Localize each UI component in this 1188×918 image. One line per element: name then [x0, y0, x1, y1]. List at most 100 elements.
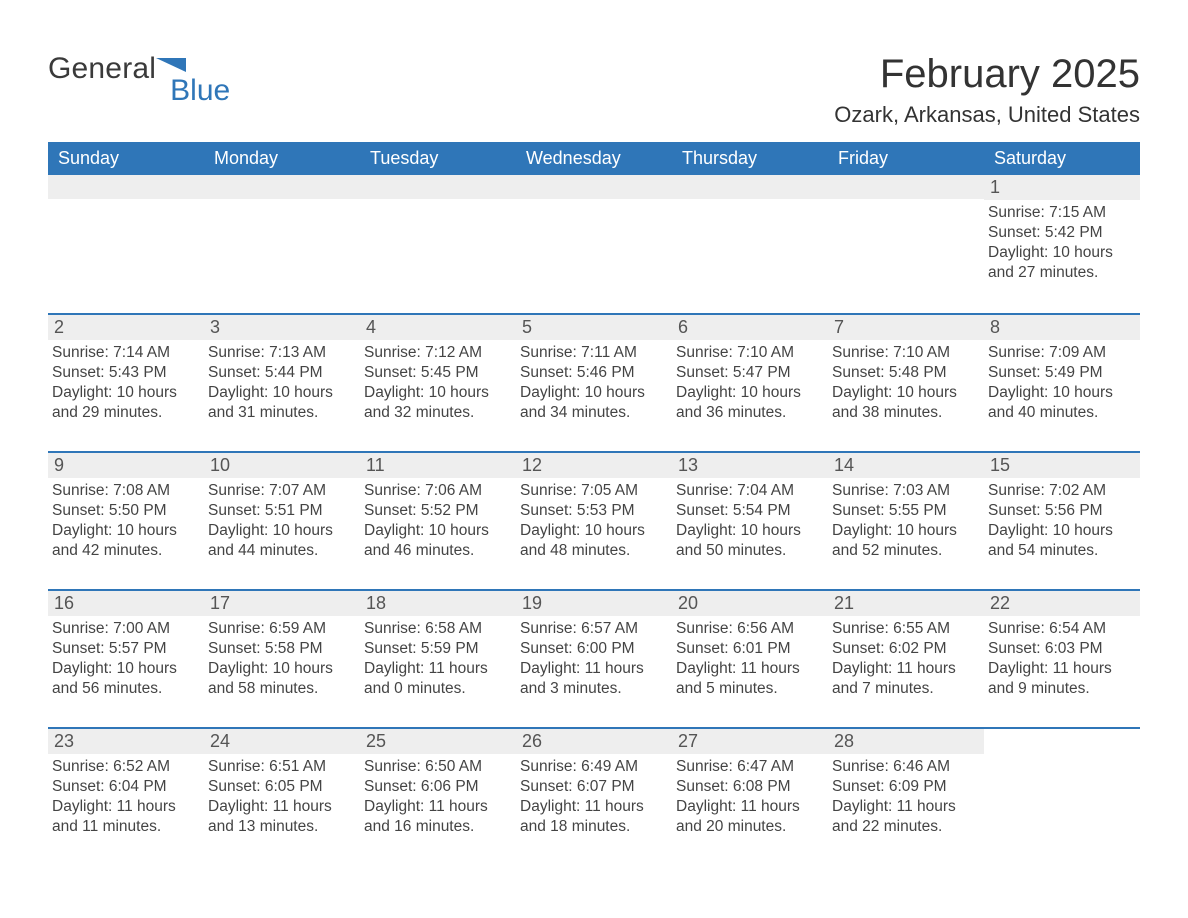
logo-word1: General: [48, 52, 156, 86]
daylight-line2: and 42 minutes.: [52, 541, 198, 561]
day-body: Sunrise: 7:10 AMSunset: 5:48 PMDaylight:…: [832, 343, 978, 422]
daylight-line1: Daylight: 10 hours: [832, 383, 978, 403]
day-cell-empty: [828, 175, 984, 303]
day-cell: 26Sunrise: 6:49 AMSunset: 6:07 PMDayligh…: [516, 729, 672, 855]
daylight-line1: Daylight: 11 hours: [208, 797, 354, 817]
sunrise-text: Sunrise: 7:04 AM: [676, 481, 822, 501]
sunrise-text: Sunrise: 6:51 AM: [208, 757, 354, 777]
day-cell-empty: [204, 175, 360, 303]
day-body: Sunrise: 6:52 AMSunset: 6:04 PMDaylight:…: [52, 757, 198, 836]
daylight-line2: and 9 minutes.: [988, 679, 1134, 699]
day-cell: 21 Sunrise: 6:55 AMSunset: 6:02 PMDayligh…: [828, 591, 984, 717]
daylight-line2: and 18 minutes.: [520, 817, 666, 837]
day-number: 15: [984, 453, 1140, 478]
daylight-line2: and 16 minutes.: [364, 817, 510, 837]
daylight-line1: Daylight: 10 hours: [988, 383, 1134, 403]
day-body: Sunrise: 7:11 AMSunset: 5:46 PMDaylight:…: [520, 343, 666, 422]
day-number: 14: [828, 453, 984, 478]
title-block: February 2025 Ozark, Arkansas, United St…: [834, 52, 1140, 128]
dow-friday: Friday: [828, 142, 984, 175]
sunrise-text: Sunrise: 7:02 AM: [988, 481, 1134, 501]
day-number: 7: [828, 315, 984, 340]
day-body: Sunrise: 7:10 AMSunset: 5:47 PMDaylight:…: [676, 343, 822, 422]
sunrise-text: Sunrise: 6:55 AM: [832, 619, 978, 639]
day-cell: 12Sunrise: 7:05 AMSunset: 5:53 PMDayligh…: [516, 453, 672, 579]
day-number: 27: [672, 729, 828, 754]
day-body: Sunrise: 7:13 AMSunset: 5:44 PMDaylight:…: [208, 343, 354, 422]
sunset-text: Sunset: 5:52 PM: [364, 501, 510, 521]
day-body: Sunrise: 7:09 AMSunset: 5:49 PMDaylight:…: [988, 343, 1134, 422]
day-cell: 6 Sunrise: 7:10 AMSunset: 5:47 PMDaylight…: [672, 315, 828, 441]
day-cell: 2Sunrise: 7:14 AMSunset: 5:43 PMDaylight…: [48, 315, 204, 441]
sunset-text: Sunset: 5:49 PM: [988, 363, 1134, 383]
sunset-text: Sunset: 5:55 PM: [832, 501, 978, 521]
day-body: Sunrise: 6:46 AMSunset: 6:09 PMDaylight:…: [832, 757, 978, 836]
daylight-line1: Daylight: 11 hours: [988, 659, 1134, 679]
logo-word2: Blue: [170, 74, 230, 108]
day-cell: 13Sunrise: 7:04 AMSunset: 5:54 PMDayligh…: [672, 453, 828, 579]
day-number: [672, 175, 828, 199]
sunrise-text: Sunrise: 6:50 AM: [364, 757, 510, 777]
sunset-text: Sunset: 6:08 PM: [676, 777, 822, 797]
day-cell-empty: [48, 175, 204, 303]
day-number: 6: [672, 315, 828, 340]
sunrise-text: Sunrise: 6:54 AM: [988, 619, 1134, 639]
dow-wednesday: Wednesday: [516, 142, 672, 175]
day-body: Sunrise: 6:56 AMSunset: 6:01 PMDaylight:…: [676, 619, 822, 698]
daylight-line1: Daylight: 10 hours: [208, 383, 354, 403]
day-cell: 11Sunrise: 7:06 AMSunset: 5:52 PMDayligh…: [360, 453, 516, 579]
daylight-line2: and 58 minutes.: [208, 679, 354, 699]
week-row: 9Sunrise: 7:08 AMSunset: 5:50 PMDaylight…: [48, 451, 1140, 579]
sunset-text: Sunset: 5:50 PM: [52, 501, 198, 521]
day-body: Sunrise: 6:59 AMSunset: 5:58 PMDaylight:…: [208, 619, 354, 698]
day-number: 13: [672, 453, 828, 478]
daylight-line1: Daylight: 10 hours: [52, 659, 198, 679]
day-cell: 8Sunrise: 7:09 AMSunset: 5:49 PMDaylight…: [984, 315, 1140, 441]
daylight-line2: and 27 minutes.: [988, 263, 1134, 283]
day-cell: 14 Sunrise: 7:03 AMSunset: 5:55 PMDayligh…: [828, 453, 984, 579]
daylight-line1: Daylight: 11 hours: [520, 797, 666, 817]
sunrise-text: Sunrise: 6:46 AM: [832, 757, 978, 777]
sunset-text: Sunset: 5:48 PM: [832, 363, 978, 383]
day-body: Sunrise: 7:03 AMSunset: 5:55 PMDaylight:…: [832, 481, 978, 560]
day-body: Sunrise: 7:08 AMSunset: 5:50 PMDaylight:…: [52, 481, 198, 560]
daylight-line2: and 5 minutes.: [676, 679, 822, 699]
daylight-line1: Daylight: 10 hours: [988, 243, 1134, 263]
sunrise-text: Sunrise: 6:56 AM: [676, 619, 822, 639]
daylight-line2: and 44 minutes.: [208, 541, 354, 561]
daylight-line2: and 52 minutes.: [832, 541, 978, 561]
day-number: 24: [204, 729, 360, 754]
day-number: 20: [672, 591, 828, 616]
daylight-line2: and 54 minutes.: [988, 541, 1134, 561]
day-number: 17: [204, 591, 360, 616]
daylight-line1: Daylight: 10 hours: [520, 521, 666, 541]
day-number: 21: [828, 591, 984, 616]
daylight-line2: and 32 minutes.: [364, 403, 510, 423]
day-cell: 7 Sunrise: 7:10 AMSunset: 5:48 PMDaylight…: [828, 315, 984, 441]
day-number: 5: [516, 315, 672, 340]
day-body: Sunrise: 6:55 AMSunset: 6:02 PMDaylight:…: [832, 619, 978, 698]
day-cell: 16Sunrise: 7:00 AMSunset: 5:57 PMDayligh…: [48, 591, 204, 717]
daylight-line1: Daylight: 11 hours: [520, 659, 666, 679]
day-cell-empty: [672, 175, 828, 303]
sunrise-text: Sunrise: 7:10 AM: [832, 343, 978, 363]
day-number: 12: [516, 453, 672, 478]
day-number: [984, 729, 1140, 753]
daylight-line2: and 50 minutes.: [676, 541, 822, 561]
dow-saturday: Saturday: [984, 142, 1140, 175]
day-body: Sunrise: 7:00 AMSunset: 5:57 PMDaylight:…: [52, 619, 198, 698]
day-cell: 9Sunrise: 7:08 AMSunset: 5:50 PMDaylight…: [48, 453, 204, 579]
sunrise-text: Sunrise: 6:52 AM: [52, 757, 198, 777]
day-cell: 18Sunrise: 6:58 AMSunset: 5:59 PMDayligh…: [360, 591, 516, 717]
day-body: Sunrise: 7:02 AMSunset: 5:56 PMDaylight:…: [988, 481, 1134, 560]
location-title: Ozark, Arkansas, United States: [834, 102, 1140, 128]
day-cell: 15 Sunrise: 7:02 AMSunset: 5:56 PMDayligh…: [984, 453, 1140, 579]
daylight-line2: and 38 minutes.: [832, 403, 978, 423]
sunset-text: Sunset: 5:42 PM: [988, 223, 1134, 243]
day-number: [828, 175, 984, 199]
daylight-line1: Daylight: 10 hours: [364, 521, 510, 541]
daylight-line2: and 29 minutes.: [52, 403, 198, 423]
month-title: February 2025: [834, 52, 1140, 96]
sunrise-text: Sunrise: 6:59 AM: [208, 619, 354, 639]
day-number: [48, 175, 204, 199]
